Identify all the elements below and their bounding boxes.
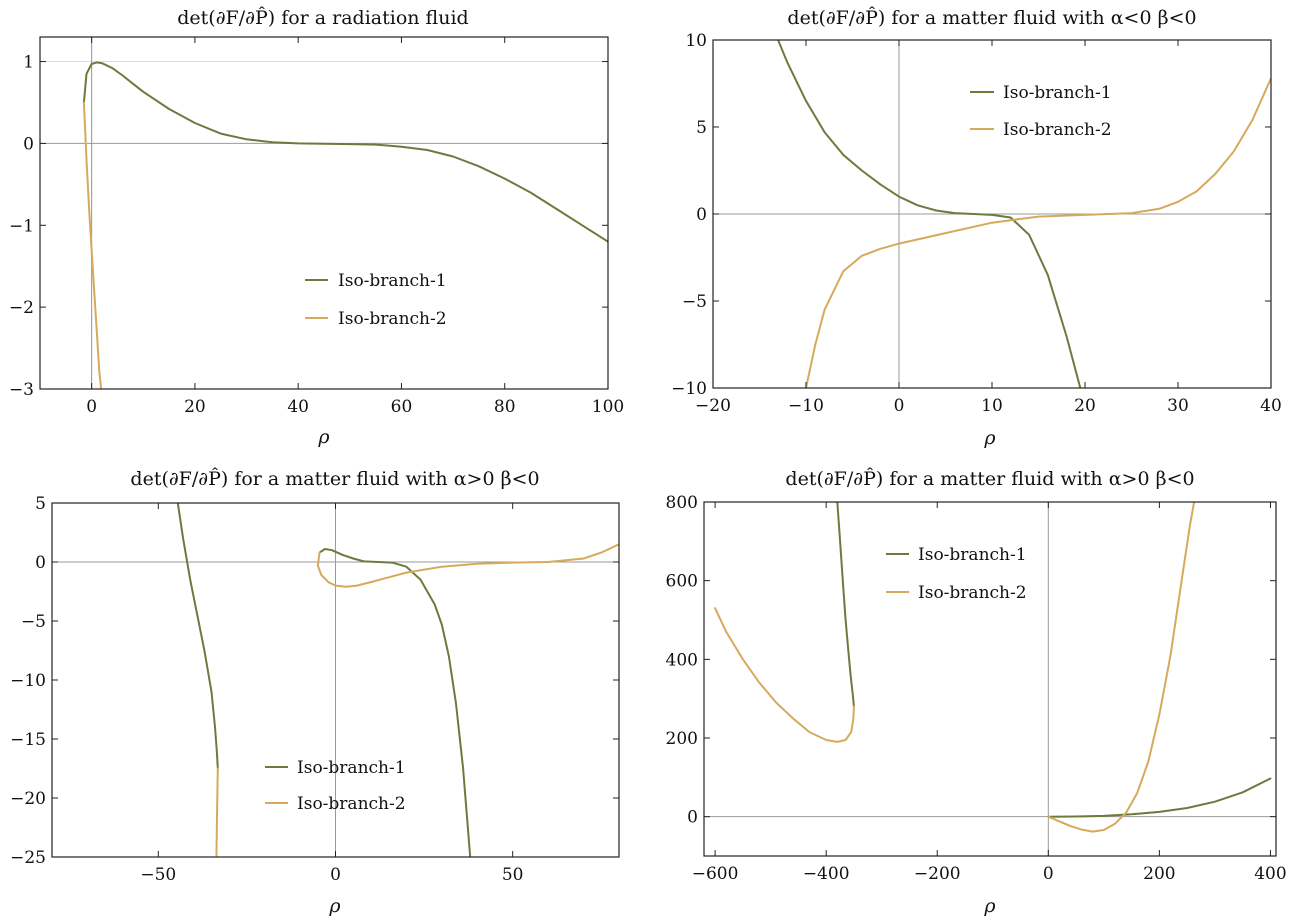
x-tick-label: 50 (502, 865, 524, 885)
x-tick-label: −20 (695, 396, 731, 416)
series-line-branch1-1 (1047, 777, 1272, 818)
x-tick-label: 200 (1143, 864, 1175, 884)
legend-label-branch2: Iso-branch-2 (297, 794, 406, 814)
series-line-branch2-3 (1047, 502, 1196, 833)
x-tick-label: 0 (1043, 864, 1054, 884)
chart-title: det(∂F/∂P̂) for a radiation fluid (177, 7, 468, 29)
y-tick-label: −25 (10, 848, 46, 868)
x-axis-label: ρ (328, 895, 341, 917)
axis-ticks: −600 −400 −200 0 200 400 800 600 400 200 0 (666, 493, 1287, 884)
y-tick-label: −10 (671, 379, 707, 399)
y-tick-label: 0 (687, 808, 698, 828)
x-tick-label: 40 (287, 397, 309, 417)
legend: Iso-branch-1 Iso-branch-2 (305, 271, 447, 329)
y-tick-label: −5 (682, 292, 707, 312)
legend-label-branch2: Iso-branch-2 (1003, 120, 1112, 140)
series-line-branch2-2 (714, 607, 855, 743)
x-axis-label: ρ (317, 426, 330, 448)
series-line-branch1-0 (176, 503, 219, 770)
y-tick-label: 200 (666, 729, 698, 749)
y-tick-label: −15 (10, 730, 46, 750)
x-tick-label: 100 (592, 397, 624, 417)
series-line-branch2-1 (805, 77, 1271, 388)
legend-label-branch1: Iso-branch-1 (297, 758, 406, 778)
x-tick-label: 30 (1167, 396, 1189, 416)
legend-label-branch2: Iso-branch-2 (918, 583, 1027, 603)
y-tick-label: 5 (35, 494, 46, 514)
plot-frame (39, 36, 609, 390)
x-tick-label: 60 (391, 397, 413, 417)
plot-series (82, 61, 608, 389)
x-tick-label: 40 (1260, 396, 1282, 416)
chart-title: det(∂F/∂P̂) for a matter fluid with α>0 … (785, 468, 1194, 490)
series-line-branch1-0 (777, 40, 1082, 388)
plot-frame (703, 501, 1277, 857)
y-tick-label: 800 (666, 493, 698, 513)
x-tick-label: 0 (330, 865, 341, 885)
x-tick-label: 0 (894, 396, 905, 416)
chart-panel-radiation: det(∂F/∂P̂) for a radiation fluid 0 20 40 6… (9, 7, 624, 448)
x-tick-label: 10 (981, 396, 1003, 416)
y-tick-label: 600 (666, 572, 698, 592)
legend-label-branch1: Iso-branch-1 (1003, 83, 1112, 103)
series-line-branch2-3 (316, 543, 619, 588)
series-line-branch1-1 (318, 548, 472, 857)
x-tick-label: −400 (803, 864, 850, 884)
y-tick-label: −2 (9, 298, 34, 318)
y-tick-label: 10 (685, 31, 707, 51)
y-tick-label: −3 (9, 380, 34, 400)
x-tick-label: 20 (184, 397, 206, 417)
plot-series (176, 503, 619, 857)
plot-zero-axes (704, 502, 1276, 856)
legend: Iso-branch-1 Iso-branch-2 (970, 83, 1112, 140)
x-tick-label: 400 (1254, 864, 1286, 884)
chart-panel-matter-alpha-pos-a: det(∂F/∂P̂) for a matter fluid with α>0 … (10, 468, 620, 917)
legend-label-branch1: Iso-branch-1 (918, 545, 1027, 565)
x-tick-label: −600 (692, 864, 739, 884)
plot-gridlines (40, 37, 608, 389)
axis-ticks: 0 20 40 60 80 100 1 0 −1 −2 −3 (9, 37, 624, 417)
plot-series (777, 40, 1271, 388)
plot-zero-axes (40, 37, 608, 389)
y-tick-label: 400 (666, 650, 698, 670)
chart-title: det(∂F/∂P̂) for a matter fluid with α>0 … (130, 468, 539, 490)
x-tick-label: 20 (1074, 396, 1096, 416)
y-tick-label: 0 (23, 134, 34, 154)
y-tick-label: −5 (21, 612, 46, 632)
y-tick-label: 5 (696, 118, 707, 138)
chart-title: det(∂F/∂P̂) for a matter fluid with α<0 … (787, 7, 1196, 29)
y-tick-label: 0 (35, 553, 46, 573)
x-tick-label: 0 (86, 397, 97, 417)
x-tick-label: −200 (914, 864, 961, 884)
series-line-branch2-2 (215, 767, 219, 857)
legend-label-branch1: Iso-branch-1 (338, 271, 447, 291)
series-line-branch1-0 (836, 502, 855, 708)
y-tick-label: −1 (9, 216, 34, 236)
y-tick-label: −20 (10, 789, 46, 809)
x-tick-label: −50 (140, 865, 176, 885)
x-tick-label: 80 (494, 397, 516, 417)
y-tick-label: 1 (23, 53, 34, 73)
chart-panel-matter-alpha-pos-b: det(∂F/∂P̂) for a matter fluid with α>0 … (666, 468, 1287, 917)
x-tick-label: −10 (788, 396, 824, 416)
series-line-branch1-0 (82, 61, 608, 243)
legend: Iso-branch-1 Iso-branch-2 (886, 545, 1027, 603)
x-axis-label: ρ (983, 427, 996, 449)
legend-label-branch2: Iso-branch-2 (338, 309, 447, 329)
plot-series (714, 502, 1272, 833)
y-tick-label: −10 (10, 671, 46, 691)
legend: Iso-branch-1 Iso-branch-2 (265, 758, 406, 814)
chart-panel-matter-alpha-neg: det(∂F/∂P̂) for a matter fluid with α<0 … (671, 7, 1282, 449)
y-tick-label: 0 (696, 205, 707, 225)
series-line-branch2-1 (82, 101, 103, 389)
x-axis-label: ρ (983, 895, 996, 917)
